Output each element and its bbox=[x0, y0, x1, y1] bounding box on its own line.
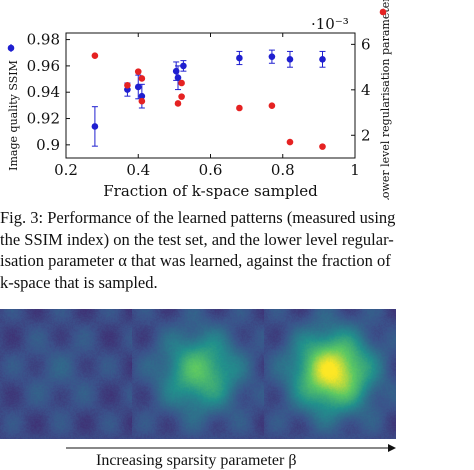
alpha-point bbox=[138, 75, 146, 82]
ssim-point bbox=[134, 83, 142, 91]
ssim-point bbox=[236, 54, 243, 62]
x-tick-label: 0.2 bbox=[54, 161, 78, 179]
x-axis-title: Fraction of k-space sampled bbox=[103, 182, 318, 200]
y-left-axis-title: Image quality SSIM bbox=[7, 60, 20, 171]
scatter-chart: 0.2 0.4 0.6 0.8 1 0.9 0.92 0.94 0.96 0.98 2 4 6 ·10⁻³… bbox=[7, 0, 392, 200]
figure-caption: Fig. 3: Performance of the learned patte… bbox=[0, 207, 470, 293]
sparsity-arrow bbox=[66, 444, 396, 452]
image-panel-low bbox=[0, 309, 132, 439]
right-axis-multiplier: ·10⁻³ bbox=[311, 15, 349, 33]
alpha-point bbox=[174, 100, 182, 107]
plot-frame bbox=[65, 32, 356, 159]
ssim-legend-marker bbox=[7, 44, 15, 52]
alpha-point bbox=[319, 143, 326, 150]
alpha-point bbox=[134, 68, 142, 75]
y-left-tick-label: 0.9 bbox=[36, 136, 60, 154]
reconstruction-image-strip bbox=[0, 309, 396, 439]
alpha-point bbox=[124, 81, 131, 89]
y-left-tick-label: 0.94 bbox=[27, 83, 60, 101]
ssim-point bbox=[286, 56, 294, 63]
image-panel-mid bbox=[132, 309, 264, 439]
sparsity-arrow-label: Increasing sparsity parameter β bbox=[96, 452, 297, 469]
caption-line: k-space that is sampled. bbox=[0, 272, 158, 292]
x-tick-label: 1 bbox=[350, 161, 360, 179]
x-tick-label: 0.4 bbox=[126, 161, 150, 179]
caption-line: the SSIM index) on the test set, and the… bbox=[0, 229, 394, 249]
ssim-point bbox=[172, 67, 180, 75]
image-panel-high bbox=[264, 309, 396, 439]
alpha-legend-marker bbox=[379, 8, 387, 16]
alpha-point bbox=[138, 97, 146, 105]
x-tick-label: 0.6 bbox=[199, 161, 223, 179]
alpha-point bbox=[236, 104, 243, 112]
alpha-point bbox=[178, 93, 185, 100]
alpha-point bbox=[178, 79, 185, 87]
caption-line: isation parameter α that was learned, ag… bbox=[0, 251, 391, 270]
y-left-tick-label: 0.98 bbox=[27, 31, 60, 49]
alpha-point bbox=[91, 52, 99, 60]
ssim-point bbox=[319, 56, 326, 63]
y-left-tick-label: 0.92 bbox=[27, 110, 60, 128]
ssim-point bbox=[268, 53, 276, 60]
ssim-point bbox=[91, 123, 99, 130]
ssim-point bbox=[180, 62, 187, 70]
y-right-tick-label: 2 bbox=[361, 126, 371, 144]
alpha-point bbox=[286, 138, 294, 146]
caption-line: Fig. 3: Performance of the learned patte… bbox=[0, 208, 396, 227]
y-right-tick-label: 6 bbox=[361, 35, 371, 53]
y-right-tick-label: 4 bbox=[361, 81, 371, 99]
ssim-point bbox=[138, 92, 146, 100]
alpha-point bbox=[268, 102, 276, 110]
y-left-tick-label: 0.96 bbox=[27, 57, 60, 75]
ssim-point bbox=[174, 74, 182, 82]
y-right-axis-title: Lower level regularisation parameter α bbox=[379, 0, 392, 200]
x-tick-label: 0.8 bbox=[271, 161, 295, 179]
